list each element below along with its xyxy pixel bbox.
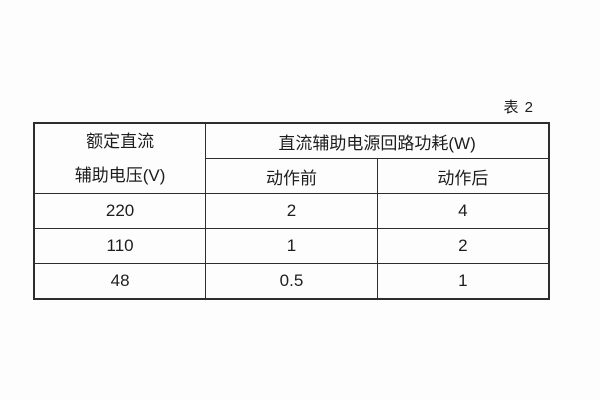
spec-table: 额定直流 辅助电压(V) 直流辅助电源回路功耗(W) 动作前 动作后 220 2… xyxy=(33,122,550,300)
header-cell-power-consumption: 直流辅助电源回路功耗(W) xyxy=(205,122,550,159)
header-row-1: 额定直流 辅助电压(V) 直流辅助电源回路功耗(W) xyxy=(33,122,550,194)
table-row: 220 2 4 xyxy=(33,193,550,229)
cell-voltage: 48 xyxy=(33,263,207,300)
cell-voltage: 110 xyxy=(33,228,207,264)
cell-power-after: 4 xyxy=(376,193,550,229)
header-row-2: 动作前 动作后 xyxy=(34,158,550,194)
cell-power-after: 2 xyxy=(376,228,550,264)
cell-power-before: 2 xyxy=(205,193,378,229)
table-caption: 表 2 xyxy=(503,99,534,116)
rated-voltage-label-line2: 辅助电压(V) xyxy=(74,165,166,185)
table-row: 48 0.5 1 xyxy=(33,263,550,300)
header-cell-rated-voltage: 额定直流 辅助电压(V) xyxy=(33,122,207,194)
rated-voltage-label-line1: 额定直流 xyxy=(86,131,155,151)
cell-power-after: 1 xyxy=(376,263,550,300)
header-cell-after-action: 动作后 xyxy=(376,158,550,194)
cell-power-before: 0.5 xyxy=(205,263,378,300)
cell-voltage: 220 xyxy=(33,193,207,229)
cell-power-before: 1 xyxy=(205,228,378,264)
table-row: 110 1 2 xyxy=(33,228,550,264)
header-cell-before-action: 动作前 xyxy=(205,158,378,194)
